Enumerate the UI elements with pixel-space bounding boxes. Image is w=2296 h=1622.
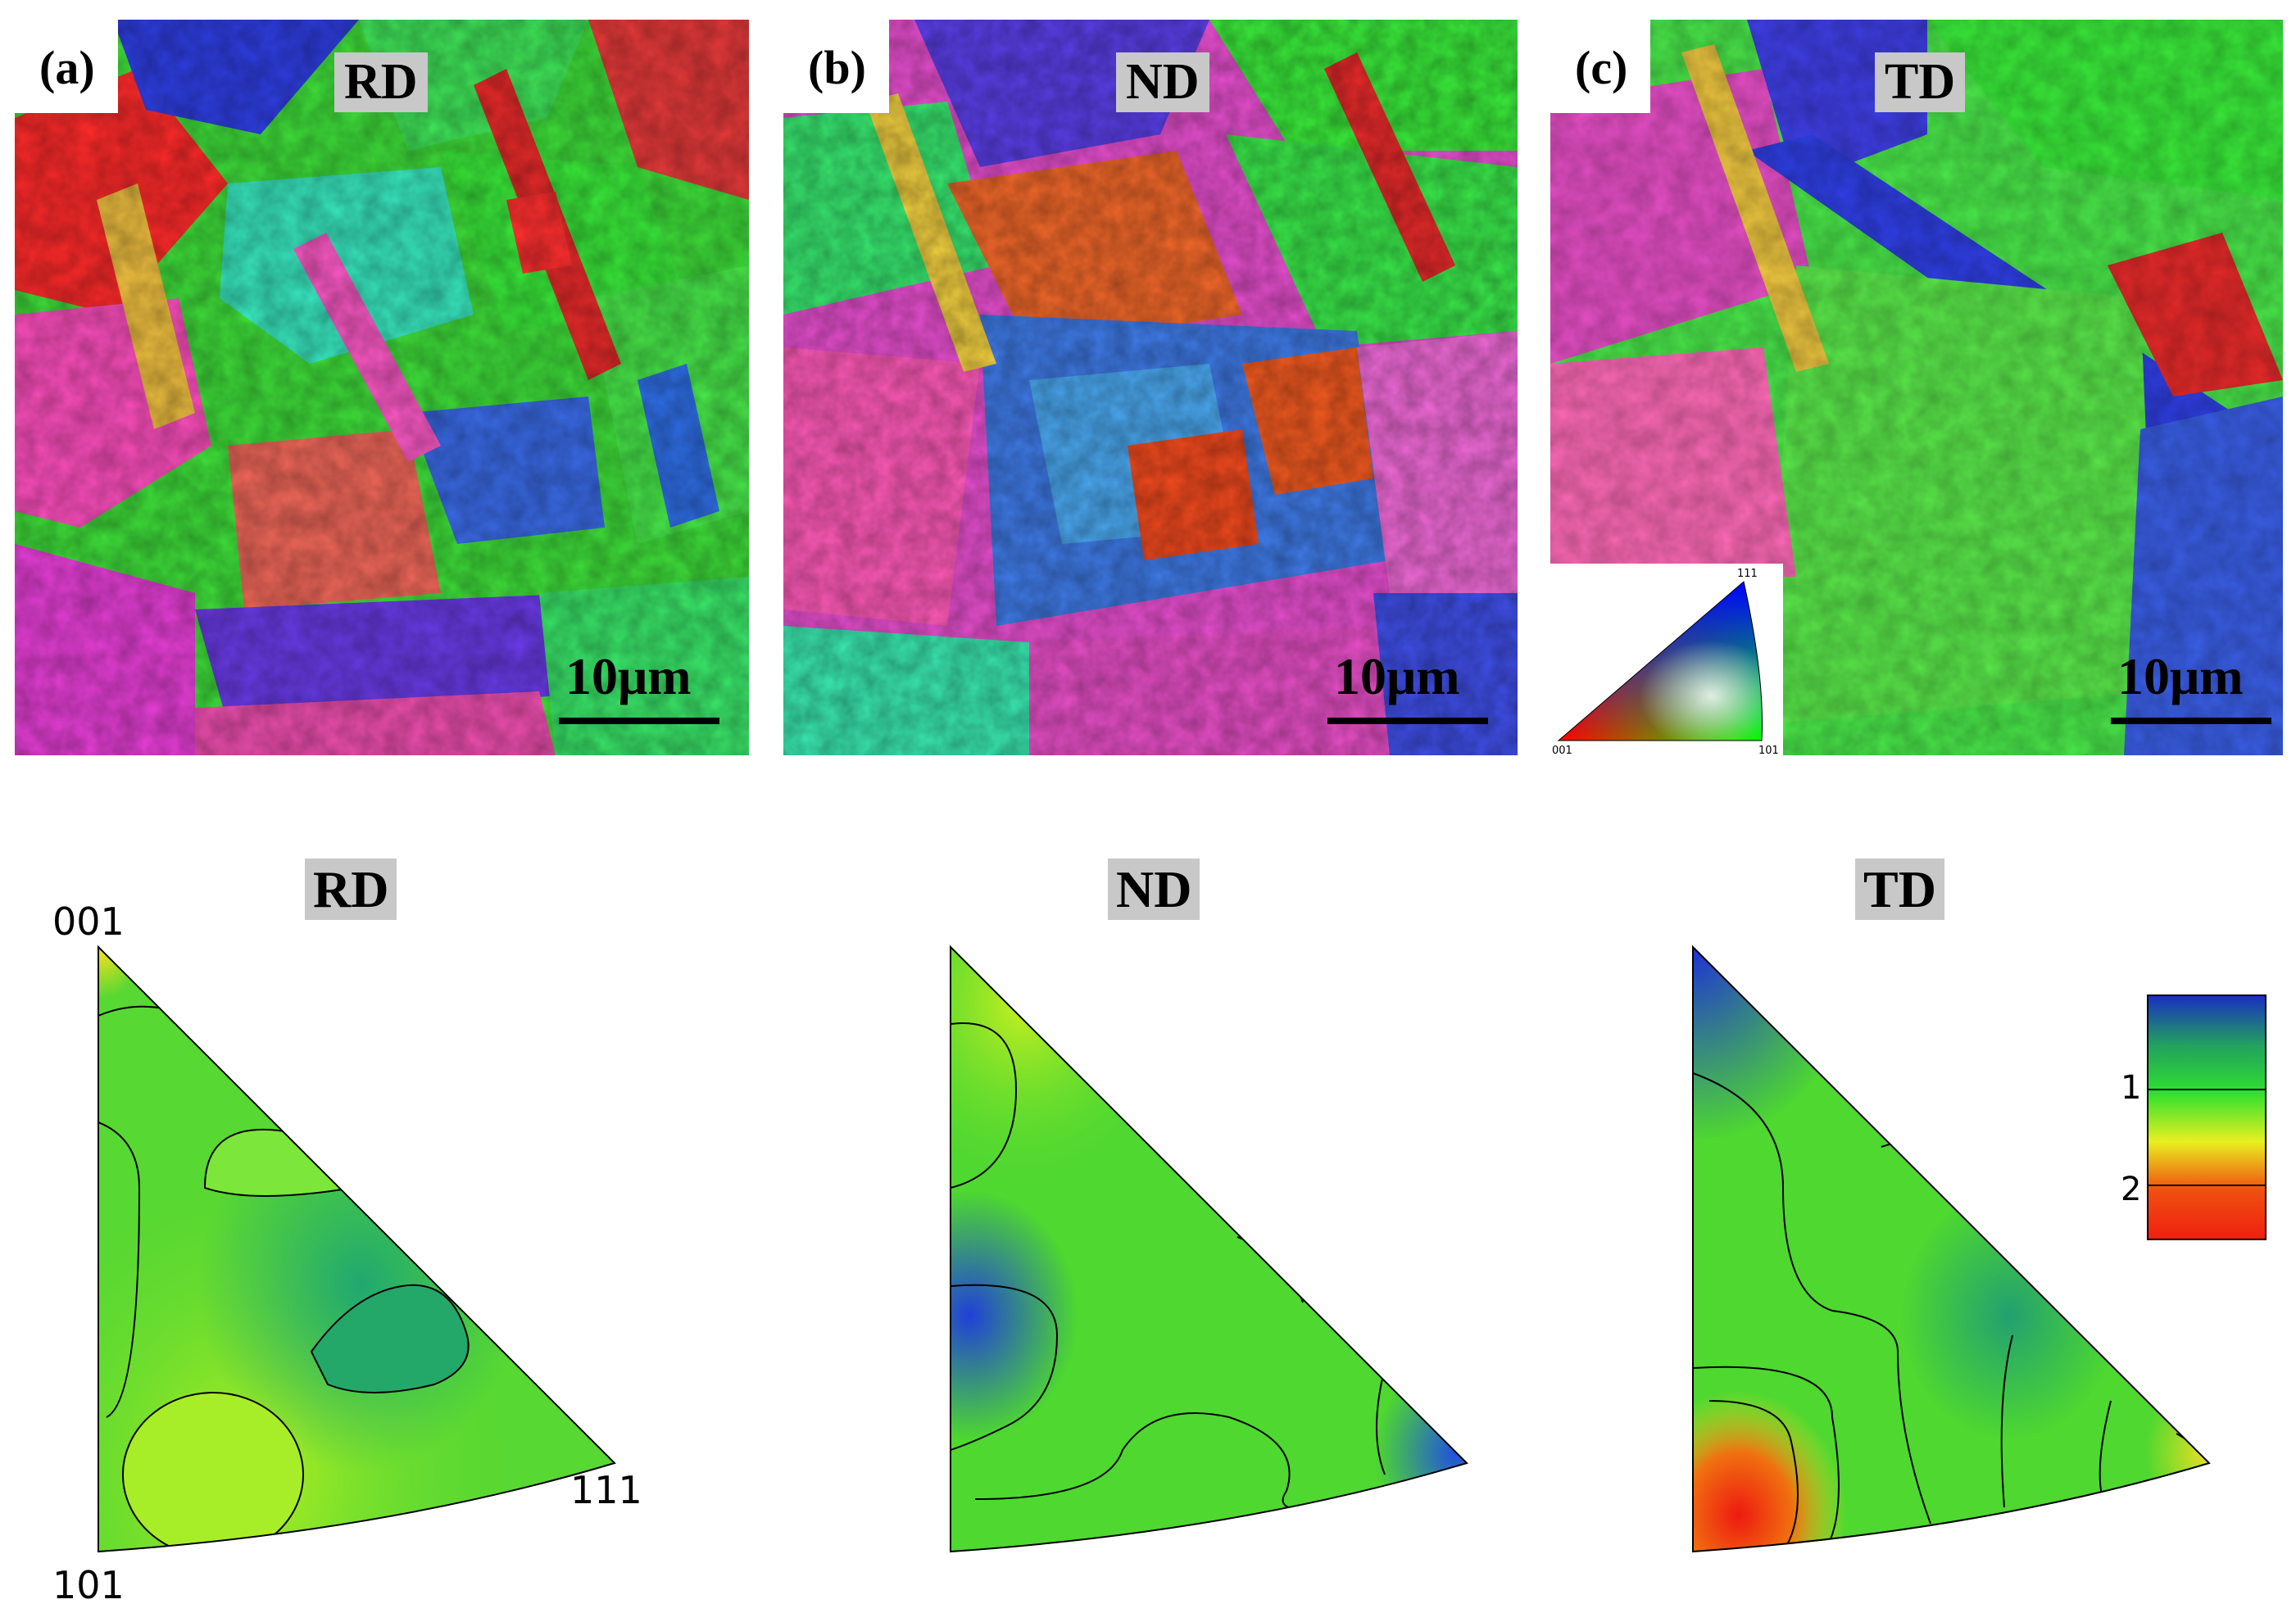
corner-label-111: 111 xyxy=(570,1468,642,1512)
ipf-plot-nd xyxy=(950,945,1468,1553)
colorbar-label-2: 2 xyxy=(2121,1171,2142,1208)
direction-badge: RD xyxy=(334,52,428,113)
ipf-key-left-label: 001 xyxy=(1552,745,1572,755)
ipf-title-td: TD xyxy=(1855,859,1944,921)
colorbar-gradient xyxy=(2149,996,2265,1239)
ipf-title-nd: ND xyxy=(1108,859,1200,921)
direction-badge: TD xyxy=(1875,52,1966,113)
corner-label-001: 001 xyxy=(52,899,125,944)
colorbar xyxy=(2147,994,2267,1240)
ebsd-map-rd: (a) RD 10μm xyxy=(15,20,749,755)
scale-bar-label: 10μm xyxy=(2117,647,2244,705)
ipf-color-key-triangle: 111 001 101 xyxy=(1552,568,1779,755)
scale-bar xyxy=(2111,718,2271,724)
scale-bar-label: 10μm xyxy=(1334,647,1460,705)
panel-label: (c) xyxy=(1550,20,1651,113)
ipf-plot-rd xyxy=(98,945,616,1553)
scale-bar-label: 10μm xyxy=(565,647,692,705)
ipf-plot-td xyxy=(1692,945,2211,1553)
corner-label-101: 101 xyxy=(52,1563,125,1607)
ipf-color-key: 111 001 101 xyxy=(1550,564,1783,755)
scale-bar xyxy=(559,718,719,724)
scale-bar xyxy=(1327,718,1488,724)
direction-badge: ND xyxy=(1116,52,1209,113)
colorbar-level-2-line xyxy=(2149,1185,2265,1186)
panel-label: (a) xyxy=(15,20,118,113)
colorbar-label-1: 1 xyxy=(2121,1069,2142,1107)
ebsd-map-td: (c) TD 10μm 1 xyxy=(1550,20,2283,755)
panel-label: (b) xyxy=(783,20,889,113)
ebsd-map-rd-image xyxy=(15,20,749,755)
ipf-key-right-label: 101 xyxy=(1758,745,1779,755)
colorbar-level-1-line xyxy=(2149,1089,2265,1090)
ipf-key-top-label: 111 xyxy=(1737,568,1758,580)
ebsd-map-nd: (b) ND 10μm xyxy=(783,20,1518,755)
ipf-title-rd: RD xyxy=(305,859,397,921)
ebsd-map-nd-image xyxy=(783,20,1518,755)
